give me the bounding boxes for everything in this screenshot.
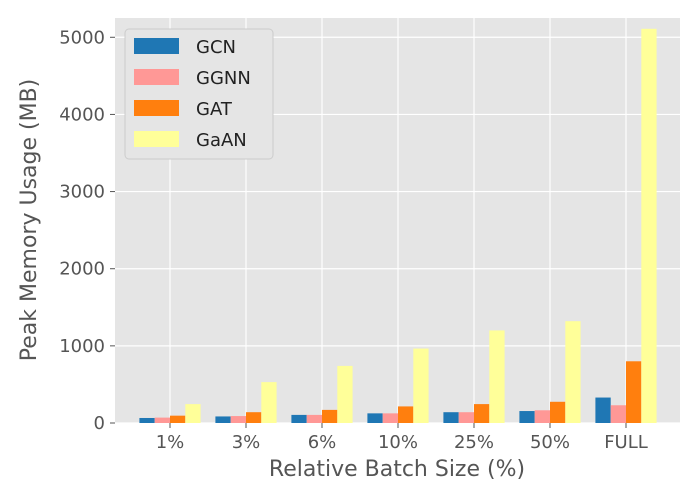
bar-gaan-4 (489, 330, 505, 423)
bar-gcn-6 (595, 397, 611, 423)
bar-gaan-3 (413, 348, 429, 423)
bar-gat-2 (322, 409, 338, 423)
x-axis-label: Relative Batch Size (%) (269, 457, 525, 482)
bar-gaan-1 (261, 382, 277, 423)
bar-gcn-5 (519, 411, 535, 423)
legend-label-gcn: GCN (196, 37, 236, 58)
x-tick-label: 1% (156, 432, 185, 453)
y-tick-label: 5000 (59, 27, 105, 48)
bar-gat-5 (550, 401, 566, 423)
legend-swatch-gat (134, 100, 179, 116)
y-axis-ticks: 0 1000 2000 3000 4000 5000 (59, 27, 115, 434)
bar-ggnn-0 (154, 417, 170, 423)
bar-gat-6 (626, 361, 642, 423)
bar-gaan-5 (565, 321, 581, 423)
y-tick-label: 2000 (59, 259, 105, 280)
x-tick-label: 50% (530, 432, 570, 453)
legend: GCN GGNN GAT GaAN (124, 28, 274, 160)
legend-box (124, 28, 274, 160)
x-tick-label: 3% (232, 432, 261, 453)
x-tick-label: 25% (454, 432, 494, 453)
legend-swatch-gcn (134, 38, 179, 54)
legend-label-ggnn: GGNN (196, 68, 251, 89)
y-tick-label: 0 (94, 413, 105, 434)
bar-gaan-0 (185, 404, 201, 423)
bar-ggnn-4 (458, 412, 474, 423)
bar-ggnn-2 (306, 414, 322, 423)
x-axis-ticks: 1% 3% 6% 10% 25% 50% FULL (156, 423, 648, 453)
x-tick-label: FULL (604, 432, 648, 453)
bar-gat-0 (170, 415, 186, 423)
bar-gcn-3 (367, 413, 383, 423)
legend-label-gat: GAT (196, 99, 233, 120)
legend-swatch-gaan (134, 131, 179, 147)
x-tick-label: 10% (378, 432, 418, 453)
bar-gcn-0 (139, 417, 155, 423)
bars (139, 28, 657, 424)
bar-gaan-2 (337, 365, 353, 423)
legend-label-gaan: GaAN (196, 130, 247, 151)
bar-ggnn-3 (382, 413, 398, 423)
bar-gat-4 (474, 404, 490, 423)
bar-gcn-2 (291, 414, 307, 423)
y-axis-label: Peak Memory Usage (MB) (17, 79, 42, 361)
x-tick-label: 6% (308, 432, 337, 453)
legend-swatch-ggnn (134, 69, 179, 85)
y-tick-label: 3000 (59, 182, 105, 203)
y-tick-label: 4000 (59, 104, 105, 125)
bar-gaan-6 (641, 28, 657, 424)
bar-gat-3 (398, 406, 414, 423)
bar-ggnn-6 (610, 405, 626, 423)
bar-ggnn-5 (534, 410, 550, 423)
bar-gcn-1 (215, 416, 231, 423)
bar-gat-1 (246, 412, 262, 423)
bar-ggnn-1 (230, 416, 246, 423)
y-tick-label: 1000 (59, 336, 105, 357)
bar-gcn-4 (443, 412, 459, 423)
